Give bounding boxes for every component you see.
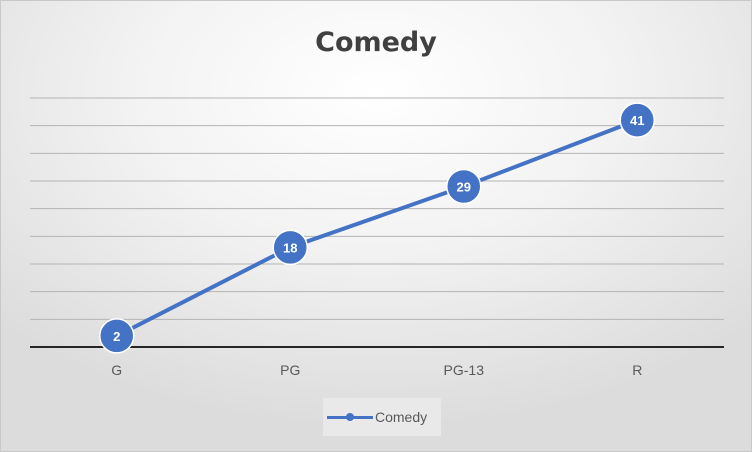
x-tick-label: G: [111, 362, 122, 378]
data-label: 18: [283, 240, 297, 255]
data-label: 2: [113, 329, 120, 344]
data-label: 41: [630, 113, 644, 128]
data-point-marker: [99, 318, 135, 354]
x-tick-label: PG: [280, 362, 300, 378]
data-point-marker: [619, 102, 655, 138]
legend-label: Comedy: [375, 409, 428, 425]
series-layer: 2 18 29 41: [99, 102, 655, 354]
chart-title: Comedy: [315, 27, 437, 58]
data-point-marker: [272, 229, 308, 266]
x-axis: G PG PG-13 R: [30, 346, 724, 378]
data-point-marker: [446, 168, 482, 205]
legend: Comedy: [323, 398, 441, 436]
x-tick-label: PG-13: [444, 362, 485, 378]
x-tick-label: R: [632, 362, 642, 378]
legend-swatch-icon: [327, 410, 373, 424]
data-label: 29: [457, 180, 471, 195]
series-line: [114, 118, 640, 338]
gridlines: [30, 97, 724, 320]
